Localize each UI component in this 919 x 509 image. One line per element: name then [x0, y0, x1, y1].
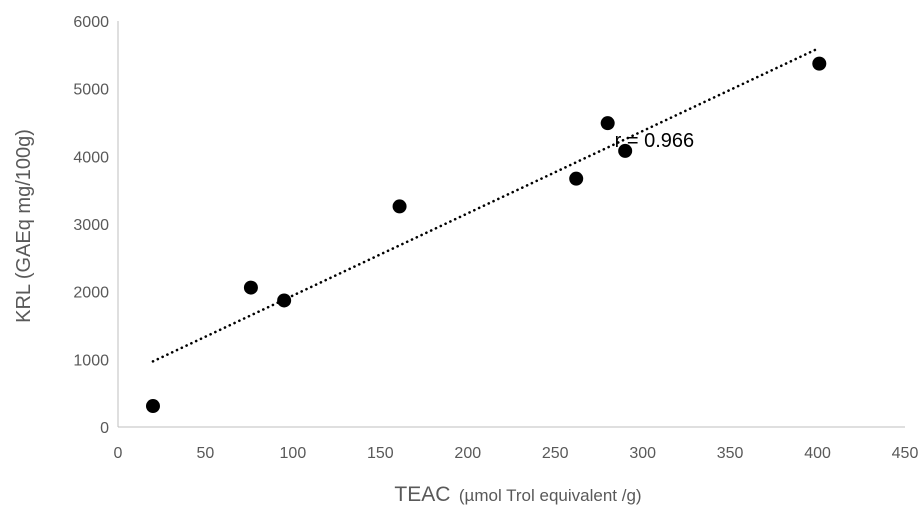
y-tick-label: 6000: [73, 14, 109, 31]
y-tick-label: 4000: [73, 149, 109, 166]
trendline: [151, 47, 819, 363]
data-point: [618, 143, 633, 158]
y-tick-label: 1000: [73, 352, 109, 369]
x-tick-label: 50: [197, 445, 215, 462]
x-axis-title-unit: (µmol Trol equivalent /g): [459, 486, 642, 505]
x-tick-label: 200: [454, 445, 481, 462]
data-point: [145, 399, 160, 414]
x-tick-label: 150: [367, 445, 394, 462]
x-tick-label: 0: [114, 445, 123, 462]
x-tick-label: 300: [629, 445, 656, 462]
data-point: [243, 280, 258, 295]
axes: [117, 21, 905, 428]
x-tick-label: 100: [280, 445, 307, 462]
x-tick-label: 400: [804, 445, 831, 462]
x-axis-title: TEAC (µmol Trol equivalent /g): [394, 483, 641, 506]
y-axis-title: KRL (GAEq mg/100g): [13, 129, 35, 323]
data-point: [277, 293, 292, 308]
y-tick-label: 0: [100, 420, 109, 437]
data-point: [600, 116, 615, 131]
data-point: [812, 56, 827, 71]
annotations: r = 0.966: [615, 130, 695, 152]
x-tick-labels: 0 50 100 150 200 250 300 350 400 450: [114, 445, 919, 462]
x-tick-label: 350: [717, 445, 744, 462]
trendline-group: [151, 47, 819, 363]
x-tick-label: 250: [542, 445, 569, 462]
data-points: [145, 56, 827, 414]
y-tick-labels: 0 1000 2000 3000 4000 5000 6000: [73, 14, 109, 437]
data-point: [392, 199, 407, 214]
y-tick-label: 3000: [73, 217, 109, 234]
y-tick-label: 2000: [73, 285, 109, 302]
correlation-annotation: r = 0.966: [615, 130, 695, 152]
x-axis-title-main: TEAC: [394, 483, 450, 506]
x-tick-label: 450: [892, 445, 919, 462]
y-tick-label: 5000: [73, 82, 109, 99]
data-point: [569, 171, 584, 186]
